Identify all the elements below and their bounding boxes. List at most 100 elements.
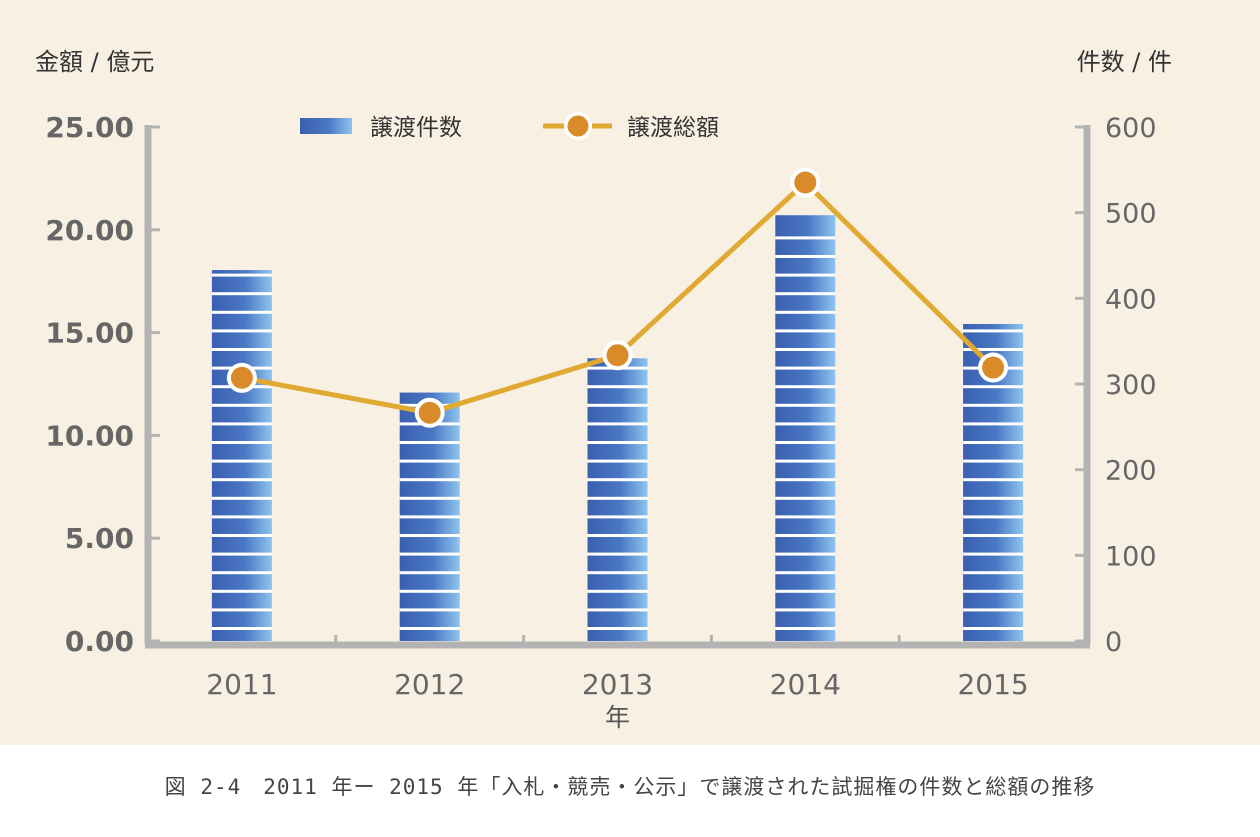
bar-stripe xyxy=(963,459,1024,463)
bar-stripe xyxy=(963,627,1024,630)
bar-stripe xyxy=(775,292,836,296)
bar-stripe xyxy=(399,515,460,519)
bar-stripe xyxy=(587,571,648,575)
line-marker-2013 xyxy=(606,344,629,367)
bar-stripe xyxy=(211,627,272,630)
bar-stripe xyxy=(775,385,836,389)
legend-bar-swatch xyxy=(300,118,352,134)
bar-stripe xyxy=(963,534,1024,537)
bar-stripe xyxy=(775,310,836,314)
bar-stripe xyxy=(587,403,648,407)
bar-stripe xyxy=(775,459,836,463)
bar-stripe xyxy=(211,329,272,333)
bar-stripe xyxy=(211,534,272,537)
bar-stripe xyxy=(399,496,460,500)
right-axis-title: 件数 / 件 xyxy=(1077,48,1172,76)
bar-stripe xyxy=(211,310,272,314)
bar-stripe xyxy=(587,441,648,444)
bar-stripe xyxy=(399,589,460,593)
bar-stripe xyxy=(775,478,836,482)
bar-stripe xyxy=(399,608,460,612)
bar-stripe xyxy=(587,422,648,426)
x-tick-label: 2015 xyxy=(957,668,1028,701)
bar-stripe xyxy=(963,329,1024,333)
bar-stripe xyxy=(775,515,836,519)
bar-stripe xyxy=(963,571,1024,575)
bar-stripe xyxy=(399,571,460,575)
left-axis-title: 金額 / 億元 xyxy=(35,48,154,76)
bar-stripe xyxy=(963,441,1024,444)
bar-stripe xyxy=(775,366,836,370)
bar-stripe xyxy=(775,236,836,240)
bar-stripe xyxy=(775,627,836,630)
bar-stripe xyxy=(963,478,1024,482)
figure-caption: 図 2-4 2011 年ー 2015 年「入札・競売・公示」で譲渡された試掘権の… xyxy=(164,775,1096,799)
bar-stripe xyxy=(775,273,836,277)
bar-body xyxy=(775,215,836,641)
left-tick-label: 15.00 xyxy=(45,317,134,350)
bar-stripe xyxy=(211,608,272,612)
bar-stripe xyxy=(587,534,648,537)
bar-body xyxy=(211,270,272,641)
x-tick-label: 2013 xyxy=(582,668,653,701)
bar-2013 xyxy=(587,358,648,641)
bar-stripe xyxy=(775,422,836,426)
bar-stripe xyxy=(399,627,460,630)
line-marker-2015 xyxy=(982,356,1005,379)
bar-stripe xyxy=(211,348,272,351)
x-tick-label: 2011 xyxy=(206,668,277,701)
bar-stripe xyxy=(775,534,836,537)
right-tick-label: 100 xyxy=(1105,541,1157,572)
bar-stripe xyxy=(775,496,836,500)
right-tick-label: 0 xyxy=(1105,627,1122,658)
line-marker-2014 xyxy=(794,171,817,194)
left-tick-label: 5.00 xyxy=(65,522,134,555)
bar-stripe xyxy=(587,478,648,482)
chart-panel: 0.00 5.00 10.00 15.00 20.00 25.00 0 100 200 300 40… xyxy=(0,0,1260,745)
bar-stripe xyxy=(399,478,460,482)
bar-stripe xyxy=(211,422,272,426)
bar-stripe xyxy=(211,552,272,556)
x-axis-label: 年 xyxy=(605,703,630,732)
bar-2014 xyxy=(775,215,836,641)
bar-stripe xyxy=(211,441,272,444)
bar-stripe xyxy=(587,627,648,630)
left-tick-label: 10.00 xyxy=(45,419,134,452)
bar-stripe xyxy=(399,441,460,444)
chart-svg: 0.00 5.00 10.00 15.00 20.00 25.00 0 100 200 300 40… xyxy=(35,48,1172,732)
left-tick-label: 20.00 xyxy=(45,214,134,247)
bar-stripe xyxy=(587,515,648,519)
right-tick-label: 500 xyxy=(1105,199,1157,230)
legend-bar-label: 譲渡件数 xyxy=(370,115,462,141)
bar-stripe xyxy=(587,459,648,463)
bar-stripe xyxy=(963,589,1024,593)
bar-stripe xyxy=(775,552,836,556)
bar-stripe xyxy=(587,552,648,556)
bar-stripe xyxy=(587,496,648,500)
bar-stripe xyxy=(211,496,272,500)
legend-marker xyxy=(567,115,589,137)
bar-stripe xyxy=(775,403,836,407)
bar-stripe xyxy=(775,441,836,444)
x-tick-label: 2014 xyxy=(770,668,841,701)
bar-stripe xyxy=(211,571,272,575)
bar-stripe xyxy=(211,403,272,407)
bar-stripe xyxy=(775,571,836,575)
bar-stripe xyxy=(963,348,1024,351)
bar-stripe xyxy=(211,515,272,519)
bar-stripe xyxy=(211,459,272,463)
bar-stripe xyxy=(399,552,460,556)
left-tick-label: 0.00 xyxy=(65,625,134,658)
bar-stripe xyxy=(963,403,1024,407)
bar-stripe xyxy=(211,589,272,593)
bar-stripe xyxy=(963,515,1024,519)
bar-stripe xyxy=(211,292,272,296)
bar-stripe xyxy=(587,608,648,612)
bar-stripe xyxy=(775,255,836,258)
bar-stripe xyxy=(963,422,1024,426)
right-tick-label: 400 xyxy=(1105,284,1157,315)
bar-stripe xyxy=(775,348,836,351)
bar-stripe xyxy=(775,608,836,612)
bar-2012 xyxy=(399,392,460,641)
bar-stripe xyxy=(399,459,460,463)
